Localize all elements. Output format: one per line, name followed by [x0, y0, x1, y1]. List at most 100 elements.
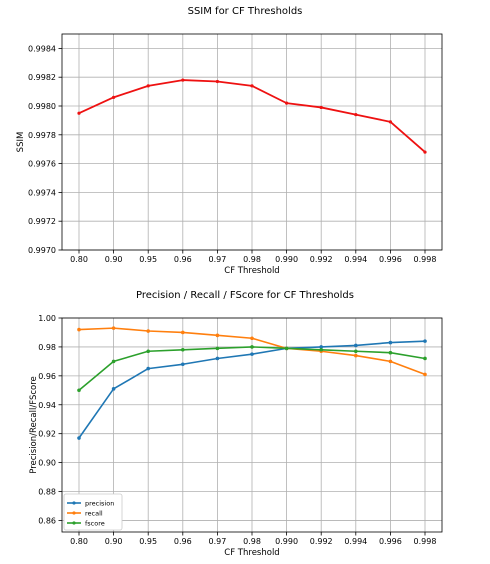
- legend-item-fscore: fscore: [67, 520, 105, 528]
- y-tick-label: 0.9982: [28, 73, 56, 82]
- y-tick-label: 0.9974: [28, 188, 56, 197]
- x-tick-label: 0.95: [139, 537, 157, 546]
- x-tick-label: 0.80: [70, 255, 88, 264]
- x-tick-label: 0.994: [344, 255, 367, 264]
- data-point-precision: [388, 340, 393, 345]
- data-point-fscore: [423, 356, 427, 361]
- y-tick-label: 0.88: [38, 488, 56, 497]
- x-axis-label: CF Threshold: [224, 266, 279, 276]
- data-point-recall: [181, 330, 185, 335]
- legend-item-recall: recall: [67, 510, 103, 518]
- data-point: [146, 84, 150, 88]
- data-point: [285, 101, 289, 105]
- data-point-precision: [181, 362, 185, 367]
- x-tick-label: 0.90: [105, 537, 123, 546]
- data-point-precision: [146, 366, 150, 371]
- data-point: [112, 95, 116, 99]
- data-point-fscore: [388, 350, 393, 355]
- legend-label: precision: [85, 500, 114, 508]
- data-point-precision: [250, 352, 254, 356]
- y-tick-label: 0.9980: [28, 102, 56, 111]
- data-point-precision: [319, 345, 324, 349]
- data-point-recall: [215, 333, 220, 338]
- grid: [62, 34, 442, 251]
- x-tick-label: 0.998: [414, 255, 437, 264]
- data-point-fscore: [146, 349, 150, 354]
- x-ticks: 0.80 0.90 0.95 0.96 0.97 0.98 0.990 0.992 0.994 0…: [70, 250, 436, 264]
- x-tick-label: 0.98: [243, 537, 261, 546]
- data-point-recall: [423, 372, 427, 377]
- precision-recall-fscore-chart: Precision / Recall / FScore for CF Thres…: [29, 290, 443, 558]
- x-tick-label: 0.80: [70, 537, 88, 546]
- data-point: [181, 78, 185, 82]
- data-point-fscore: [111, 359, 116, 364]
- x-tick-label: 0.97: [208, 537, 226, 546]
- x-tick-label: 0.994: [344, 537, 367, 546]
- legend-label: fscore: [85, 520, 105, 528]
- y-tick-label: 0.96: [38, 372, 56, 381]
- data-point-recall: [354, 353, 358, 358]
- data-point-recall: [250, 336, 254, 341]
- data-point: [354, 113, 358, 117]
- data-point: [215, 79, 219, 84]
- ssim-chart: SSIM for CF Thresholds 0.80 0.90 0.95 0.96 0…: [16, 6, 443, 276]
- y-tick-label: 1.00: [38, 314, 56, 323]
- x-ticks: 0.80 0.90 0.95 0.96 0.97 0.98 0.990 0.992 0.994 0…: [70, 532, 436, 546]
- data-point-recall: [146, 329, 150, 333]
- data-point-recall: [388, 359, 393, 364]
- legend: precision recall fscore: [63, 493, 123, 531]
- data-point: [319, 105, 323, 110]
- data-point: [423, 150, 427, 154]
- y-tick-label: 0.86: [38, 516, 56, 525]
- y-axis-label: SSIM: [16, 132, 26, 153]
- x-tick-label: 0.98: [243, 255, 261, 264]
- x-tick-label: 0.996: [379, 537, 402, 546]
- data-point-precision: [111, 387, 116, 391]
- data-point-fscore: [319, 348, 324, 352]
- x-axis-label: CF Threshold: [224, 548, 279, 558]
- data-point-fscore: [181, 348, 185, 352]
- x-tick-label: 0.96: [174, 537, 192, 546]
- data-point-precision: [77, 436, 81, 440]
- x-tick-label: 0.96: [174, 255, 192, 264]
- y-tick-label: 0.9970: [28, 246, 56, 255]
- data-point-fscore: [250, 345, 254, 349]
- data-point: [77, 111, 81, 115]
- series: [77, 326, 427, 440]
- y-tick-label: 0.98: [38, 343, 56, 352]
- data-point-fscore: [354, 349, 358, 354]
- y-axis-label: Precision/Recall/FScore: [29, 376, 39, 474]
- data-point-recall: [111, 326, 116, 330]
- series: [77, 78, 427, 154]
- x-tick-label: 0.996: [379, 255, 402, 264]
- y-tick-label: 0.9984: [28, 44, 56, 53]
- y-tick-label: 0.94: [38, 401, 56, 410]
- x-tick-label: 0.990: [275, 255, 298, 264]
- data-point-fscore: [215, 346, 220, 351]
- x-tick-label: 0.97: [208, 255, 226, 264]
- y-tick-label: 0.92: [38, 430, 56, 439]
- y-tick-label: 0.9972: [28, 217, 56, 226]
- y-ticks: 0.86 0.88 0.90 0.92 0.94 0.96 0.98 1.00: [38, 314, 62, 525]
- y-ticks: 0.9970 0.9972 0.9974 0.9976 0.9978 0.9980 0.99…: [28, 44, 62, 255]
- x-tick-label: 0.998: [414, 537, 437, 546]
- data-point-recall: [77, 327, 81, 332]
- y-tick-label: 0.90: [38, 459, 56, 468]
- legend-label: recall: [85, 510, 103, 518]
- y-tick-label: 0.9976: [28, 160, 56, 169]
- chart-title: SSIM for CF Thresholds: [188, 6, 303, 17]
- chart-title: Precision / Recall / FScore for CF Thres…: [136, 290, 354, 301]
- x-tick-label: 0.990: [275, 537, 298, 546]
- data-point: [388, 120, 392, 124]
- x-tick-label: 0.90: [105, 255, 123, 264]
- data-point-fscore: [77, 388, 81, 393]
- data-point-precision: [354, 343, 358, 348]
- x-tick-label: 0.992: [310, 255, 333, 264]
- x-tick-label: 0.95: [139, 255, 157, 264]
- x-tick-label: 0.992: [310, 537, 333, 546]
- data-point-precision: [215, 356, 220, 361]
- data-point: [250, 84, 254, 88]
- data-point-fscore: [284, 346, 289, 351]
- y-tick-label: 0.9978: [28, 131, 56, 140]
